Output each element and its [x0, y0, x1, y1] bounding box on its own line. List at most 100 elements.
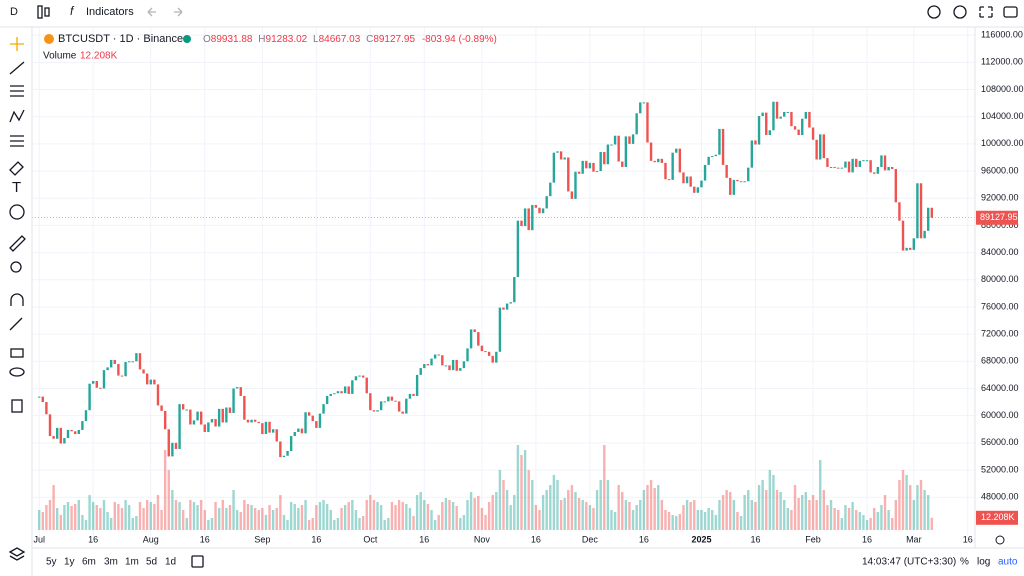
- volume-bar: [473, 498, 476, 530]
- volume-bar: [703, 512, 707, 530]
- candle-body: [279, 441, 282, 458]
- candle-body: [599, 152, 602, 172]
- fib-tool[interactable]: [10, 85, 24, 97]
- settings-button[interactable]: [953, 5, 967, 19]
- volume-bar: [106, 512, 109, 530]
- hide-tool[interactable]: [9, 367, 25, 377]
- volume-bar: [66, 502, 70, 530]
- volume-bar: [516, 445, 520, 530]
- auto-button[interactable]: auto: [998, 557, 1018, 568]
- date-range-button[interactable]: [191, 555, 204, 568]
- range-button[interactable]: 1m: [125, 557, 139, 568]
- volume-bar: [282, 515, 286, 530]
- percent-button[interactable]: %: [960, 557, 969, 568]
- candle-body: [484, 351, 487, 353]
- x-tick-label: Nov: [474, 534, 491, 544]
- volume-title[interactable]: Volume: [43, 51, 77, 62]
- range-button[interactable]: 5d: [146, 557, 157, 568]
- volume-bar: [415, 495, 419, 530]
- candle-body: [48, 414, 52, 437]
- candle-body: [898, 202, 901, 221]
- candle-body: [95, 381, 98, 388]
- candle-body: [113, 359, 116, 365]
- fullscreen-button[interactable]: [979, 6, 993, 18]
- candle-type-icon[interactable]: [37, 5, 43, 19]
- volume-bar: [628, 502, 631, 530]
- candle-body: [696, 187, 700, 193]
- range-button[interactable]: 5y: [46, 557, 57, 568]
- candle-body: [59, 427, 62, 444]
- pattern-tool[interactable]: [9, 109, 25, 123]
- forecast-tool[interactable]: [10, 135, 24, 147]
- volume-bar: [275, 508, 278, 530]
- candle-body: [829, 166, 833, 168]
- volume-bar: [664, 510, 667, 530]
- candle-body: [613, 135, 617, 145]
- candle-body: [444, 365, 448, 367]
- volume-bar: [383, 520, 386, 530]
- trend-line-tool[interactable]: [9, 61, 25, 75]
- lock-tool[interactable]: [10, 348, 24, 358]
- candle-body: [765, 112, 768, 136]
- candle-body: [361, 375, 365, 378]
- object-tree-button[interactable]: [8, 547, 26, 561]
- volume-bar: [423, 500, 426, 530]
- y-tick-label: 76000.00: [981, 301, 1019, 311]
- crosshair-tool[interactable]: [10, 37, 24, 51]
- candle-body: [153, 379, 156, 385]
- volume-bar: [437, 515, 440, 530]
- redo-button[interactable]: [174, 7, 183, 17]
- range-button[interactable]: 1d: [165, 557, 176, 568]
- volume-bar: [693, 500, 696, 530]
- candle-body: [455, 359, 458, 371]
- zoom-tool[interactable]: [10, 261, 22, 273]
- candle-body: [70, 429, 73, 432]
- volume-bar: [343, 505, 347, 530]
- candle-body: [513, 277, 516, 303]
- candle-body: [523, 208, 527, 227]
- range-button[interactable]: 6m: [82, 557, 96, 568]
- delete-tool[interactable]: [11, 399, 23, 413]
- volume-tag-label: 12.208K: [981, 512, 1015, 522]
- candle-body: [711, 156, 714, 158]
- candle-body: [567, 157, 570, 192]
- last-price-tag: [976, 210, 1018, 225]
- volume-bar: [523, 450, 527, 530]
- volume-bar: [822, 490, 826, 530]
- candle-body: [538, 207, 541, 214]
- brush-tool[interactable]: [9, 161, 24, 176]
- indicators-button[interactable]: Indicators: [86, 6, 134, 18]
- volume-bar: [149, 502, 152, 530]
- candle-body: [433, 354, 437, 359]
- candle-body: [160, 405, 163, 411]
- candle-body: [383, 401, 386, 403]
- symbol[interactable]: BTCUSDT · 1D · Binance: [58, 33, 183, 45]
- volume-bar: [397, 500, 401, 530]
- candle-body: [81, 421, 84, 430]
- log-button[interactable]: log: [977, 557, 990, 568]
- candle-body: [581, 160, 584, 174]
- fx-icon[interactable]: f: [70, 4, 75, 18]
- volume-bar: [214, 502, 217, 530]
- alert-button[interactable]: [927, 5, 941, 19]
- y-tick-label: 68000.00: [981, 356, 1019, 366]
- undo-button[interactable]: [147, 7, 156, 17]
- interval-button[interactable]: D: [10, 6, 18, 18]
- candle-body: [441, 355, 444, 366]
- range-button[interactable]: 1y: [64, 557, 75, 568]
- range-button[interactable]: 3m: [104, 557, 118, 568]
- candle-body: [293, 431, 296, 437]
- lock-drawing-tool[interactable]: [9, 317, 23, 331]
- icon-tool[interactable]: [9, 204, 25, 220]
- candle-body: [775, 101, 779, 119]
- text-tool[interactable]: T: [12, 179, 21, 196]
- volume-bar: [99, 508, 102, 530]
- volume-bar: [793, 485, 797, 530]
- volume-bar: [185, 518, 188, 530]
- volume-bar: [63, 505, 66, 530]
- magnet-tool[interactable]: [10, 293, 24, 306]
- measure-tool[interactable]: [9, 235, 26, 252]
- candle-body: [671, 152, 674, 180]
- screenshot-button[interactable]: [1003, 6, 1018, 18]
